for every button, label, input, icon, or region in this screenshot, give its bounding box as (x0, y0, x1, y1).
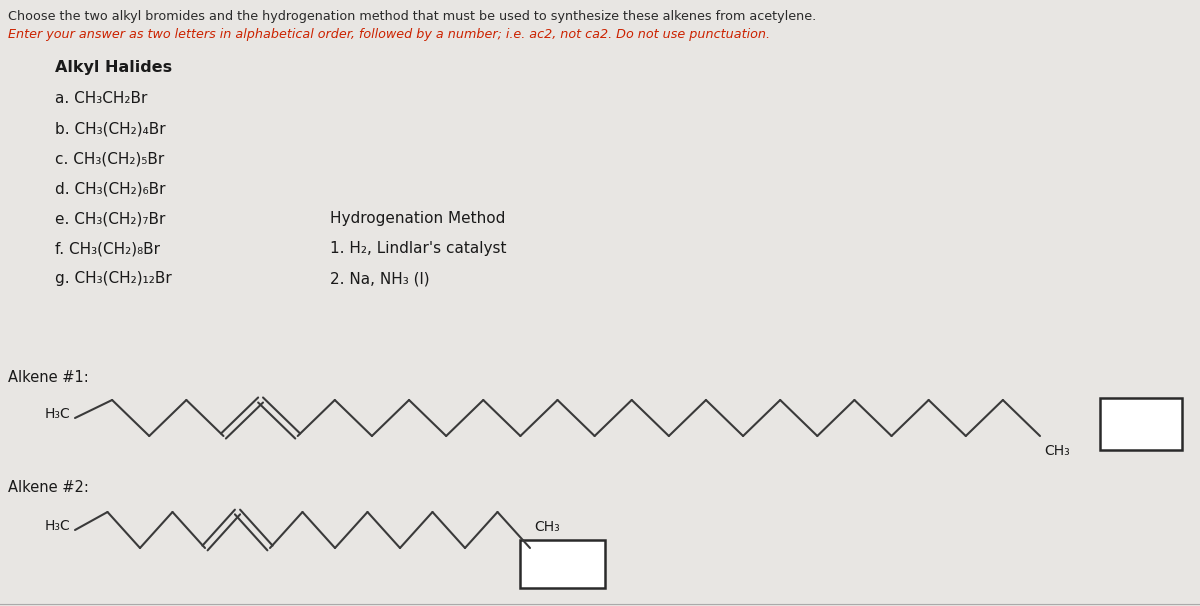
Text: f. CH₃(CH₂)₈Br: f. CH₃(CH₂)₈Br (55, 241, 160, 256)
Text: g. CH₃(CH₂)₁₂Br: g. CH₃(CH₂)₁₂Br (55, 271, 172, 286)
Text: Alkene #1:: Alkene #1: (8, 370, 89, 385)
Text: Enter your answer as two letters in alphabetical order, followed by a number; i.: Enter your answer as two letters in alph… (8, 28, 770, 41)
Text: CH₃: CH₃ (1044, 444, 1069, 458)
Text: Alkyl Halides: Alkyl Halides (55, 60, 172, 75)
Text: H₃C: H₃C (44, 407, 70, 421)
Text: 1. H₂, Lindlar's catalyst: 1. H₂, Lindlar's catalyst (330, 241, 506, 256)
Text: Hydrogenation Method: Hydrogenation Method (330, 211, 505, 226)
Text: d. CH₃(CH₂)₆Br: d. CH₃(CH₂)₆Br (55, 181, 166, 196)
Text: H₃C: H₃C (44, 519, 70, 533)
Text: e. CH₃(CH₂)₇Br: e. CH₃(CH₂)₇Br (55, 211, 166, 226)
Text: b. CH₃(CH₂)₄Br: b. CH₃(CH₂)₄Br (55, 121, 166, 136)
Text: 2. Na, NH₃ (l): 2. Na, NH₃ (l) (330, 271, 430, 286)
Text: Alkene #2:: Alkene #2: (8, 480, 89, 495)
Text: c. CH₃(CH₂)₅Br: c. CH₃(CH₂)₅Br (55, 151, 164, 166)
Text: a. CH₃CH₂Br: a. CH₃CH₂Br (55, 91, 148, 106)
Text: Choose the two alkyl bromides and the hydrogenation method that must be used to : Choose the two alkyl bromides and the hy… (8, 10, 816, 23)
Bar (520, 540, 605, 588)
Text: CH₃: CH₃ (534, 520, 559, 534)
Bar (1100, 398, 1182, 450)
